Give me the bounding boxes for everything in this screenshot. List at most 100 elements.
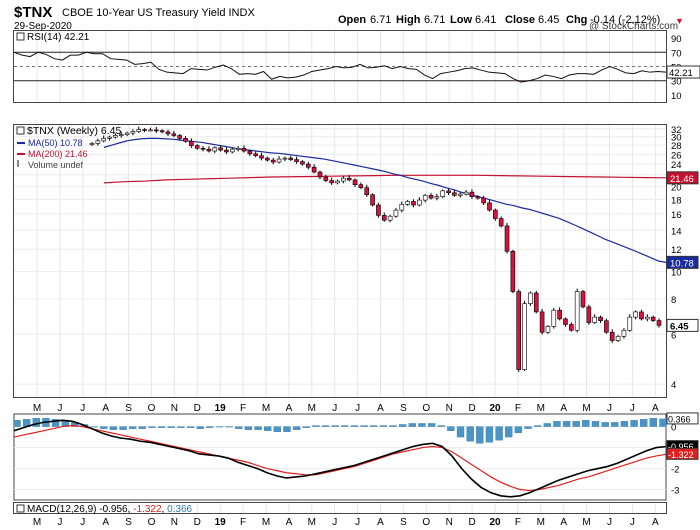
ma50-line xyxy=(103,137,667,263)
macd-histogram-bar xyxy=(167,426,175,428)
candle-down xyxy=(469,191,475,198)
macd-histogram-bar xyxy=(119,426,127,430)
candle-down xyxy=(224,149,229,153)
candle-down xyxy=(247,150,253,155)
macd-histogram-bar xyxy=(505,426,513,438)
candle-up xyxy=(645,316,650,320)
low-value: 6.41 xyxy=(475,14,496,26)
rsi-legend: RSI(14) 42.21 xyxy=(16,32,90,43)
rsi-current-label: 42.21 xyxy=(669,68,693,79)
candle-down xyxy=(493,209,498,219)
macd-histogram-bar xyxy=(408,423,416,427)
macd-histogram-bar xyxy=(157,426,166,428)
candle-down xyxy=(557,309,562,320)
month-label: A xyxy=(560,403,567,414)
price-tick-label: 24 xyxy=(671,160,682,171)
chg-value: -0.14 (-2.12%) xyxy=(590,14,660,26)
candle-down xyxy=(253,153,258,156)
candle-down xyxy=(153,129,159,132)
candle-down xyxy=(311,166,317,173)
rsi-current-tag xyxy=(666,65,700,79)
macd-panel: 0-1-2-30.366-0.956-1.322 xyxy=(13,412,699,501)
month-label: N xyxy=(171,403,178,414)
watermark: @ StockCharts.com xyxy=(589,21,678,32)
ma50-legend-text: MA(50) 10.78 xyxy=(28,138,83,148)
ohlc-readout: Open 6.71 High 6.71 Low 6.41 Close 6.45 … xyxy=(338,14,684,26)
macd-histogram-bar xyxy=(485,426,494,443)
macd-legend-prefix: MACD(12,26,9) xyxy=(27,504,99,515)
high-value: 6.71 xyxy=(424,14,445,26)
month-label: M xyxy=(33,403,41,414)
candle-up xyxy=(335,180,340,184)
candle-up xyxy=(545,326,551,333)
month-label: M xyxy=(537,517,545,528)
month-label: S xyxy=(125,403,132,414)
macd-histogram-bar xyxy=(186,426,195,428)
candle-down xyxy=(498,218,504,227)
candle-down xyxy=(200,147,206,150)
macd-histogram-bar xyxy=(514,426,523,434)
candle-down xyxy=(539,311,545,333)
candle-up xyxy=(434,196,440,199)
macd-histogram-bar xyxy=(476,426,484,444)
candle-down xyxy=(364,187,370,196)
month-label: A xyxy=(652,403,659,414)
price-tick-label: 20 xyxy=(671,182,682,193)
candle-down xyxy=(370,194,375,206)
macd-histogram-bar xyxy=(51,419,60,427)
month-label: 20 xyxy=(489,517,501,528)
candle-down xyxy=(533,292,539,313)
price-tick-label: 30 xyxy=(671,133,682,144)
month-label: F xyxy=(240,517,246,528)
macd-histogram-bar xyxy=(32,418,40,427)
month-label: S xyxy=(125,517,132,528)
month-axis-bottom: M J J A S O N D 19 F M A M J J A S O N D 20 F M A M J J A xyxy=(33,517,659,528)
candle-down xyxy=(206,148,212,152)
chg-down-arrow-icon: ▼ xyxy=(675,16,684,26)
macd-histogram-bar xyxy=(601,422,609,427)
macd-legend-swatch-icon xyxy=(16,504,25,513)
month-label: A xyxy=(286,517,293,528)
price-legend-series: $TNX (Weekly) 6.45 xyxy=(27,125,121,137)
macd-histogram-bar xyxy=(331,425,339,427)
macd-histogram-bar xyxy=(630,420,638,427)
candle-up xyxy=(95,140,101,144)
candle-down xyxy=(487,202,492,211)
month-label: N xyxy=(446,517,453,528)
candle-down xyxy=(177,135,182,139)
macd-histogram-bar xyxy=(312,425,320,427)
rsi-panel: 907050301042.21 xyxy=(13,34,700,102)
candle-up xyxy=(124,132,130,135)
candle-up xyxy=(417,199,422,206)
month-label: M xyxy=(582,403,590,414)
macd-histogram-bar xyxy=(254,426,262,430)
price-tick-label: 14 xyxy=(671,226,682,237)
month-label: F xyxy=(515,517,521,528)
candle-down xyxy=(516,291,522,370)
candle-up xyxy=(422,195,428,201)
month-label: M xyxy=(33,517,41,528)
high-label: High xyxy=(396,14,421,26)
ma200-legend-text: MA(200) 21.46 xyxy=(28,149,88,159)
rsi-legend-text: RSI(14) 42.21 xyxy=(27,32,90,43)
macd-signal-line xyxy=(13,424,667,492)
candle-down xyxy=(323,176,329,181)
candle-up xyxy=(574,291,580,331)
candle-down xyxy=(428,195,434,199)
month-label: M xyxy=(308,517,316,528)
symbol-title: $TNX xyxy=(14,4,52,21)
month-label: J xyxy=(355,517,360,528)
macd-tick-label: -3 xyxy=(671,486,679,497)
rsi-tick-label: 90 xyxy=(671,34,682,45)
macd-legend-text: MACD(12,26,9) -0.956, -1.322, 0.366 xyxy=(27,504,193,515)
candle-down xyxy=(504,225,510,252)
macd-histogram-bar xyxy=(321,425,330,427)
macd-histogram-bar xyxy=(148,426,156,428)
volume-legend-text: Volume undef xyxy=(28,160,84,170)
month-label: J xyxy=(80,517,85,528)
macd-histogram-bar xyxy=(418,423,426,427)
macd-histogram-bar xyxy=(534,425,542,427)
month-label: N xyxy=(446,403,453,414)
symbol-name: CBOE 10-Year US Treasury Yield INDX xyxy=(62,7,255,19)
macd-histogram-bar xyxy=(138,426,146,429)
